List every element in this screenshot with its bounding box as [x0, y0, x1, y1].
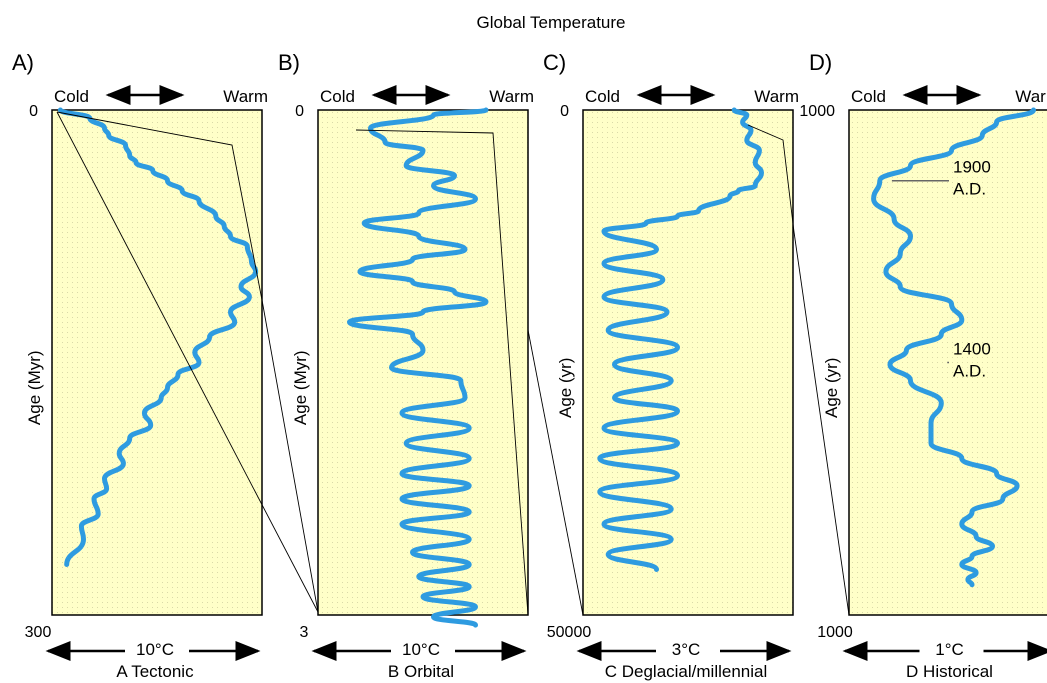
- warm-label: Warm: [754, 87, 799, 106]
- panel-letter: C): [543, 50, 566, 75]
- temperature-curve: [347, 107, 489, 628]
- cold-label: Cold: [320, 87, 355, 106]
- panel-2: C) Cold Warm 0 50000 Age (yr) 3°C C Deglacial/m…: [543, 50, 799, 681]
- panel-0: A) Cold Warm 0 300 Age (Myr) 10°C A Tectonic: [12, 50, 268, 681]
- zoom-connector: [793, 231, 850, 616]
- y-bottom-label: 1000: [817, 624, 853, 641]
- scale-label: 10°C: [402, 640, 440, 659]
- zoom-connector: [56, 111, 319, 613]
- y-bottom-label: 300: [25, 624, 52, 641]
- zoom-connector: [355, 129, 529, 616]
- temperature-curve: [57, 107, 259, 567]
- y-axis-label: Age (Myr): [25, 350, 44, 425]
- scale-label-bg: [391, 637, 455, 657]
- temperature-curve: [871, 107, 1036, 588]
- zoom-connector: [56, 111, 319, 613]
- y-bottom-label: 50000: [547, 624, 592, 641]
- cold-label: Cold: [851, 87, 886, 106]
- warm-label: Warm: [1015, 87, 1047, 106]
- y-axis-label: Age (yr): [822, 358, 841, 418]
- annotation-year: 1400: [953, 340, 991, 359]
- y-top-label: 0: [295, 103, 304, 120]
- scale-label-bg: [919, 637, 984, 657]
- zoom-connector: [747, 124, 795, 233]
- panel-caption: D Historical: [906, 662, 993, 681]
- scale-label: 1°C: [935, 640, 964, 659]
- warm-label: Warm: [489, 87, 534, 106]
- annotation-era: A.D.: [953, 362, 986, 381]
- scale-label: 3°C: [672, 640, 701, 659]
- panel-letter: D): [809, 50, 832, 75]
- y-axis-label: Age (Myr): [291, 350, 310, 425]
- scale-label-bg: [656, 637, 720, 657]
- zoom-connector: [527, 329, 584, 616]
- cold-label: Cold: [585, 87, 620, 106]
- annotation-era: A.D.: [953, 180, 986, 199]
- panel-letter: B): [278, 50, 300, 75]
- panel-caption: B Orbital: [388, 662, 454, 681]
- y-axis-label: Age (yr): [556, 358, 575, 418]
- panel-letter: A): [12, 50, 34, 75]
- scale-label: 10°C: [136, 640, 174, 659]
- temperature-curve: [597, 107, 764, 572]
- cold-label: Cold: [54, 87, 89, 106]
- panel-1: B) Cold Warm 0 3 Age (Myr) 10°C B Orbital: [278, 50, 534, 681]
- scale-label-bg: [125, 637, 189, 657]
- y-top-label: 1000: [799, 103, 835, 120]
- annotation-year: 1900: [953, 158, 991, 177]
- y-top-label: 0: [560, 103, 569, 120]
- y-bottom-label: 3: [300, 624, 309, 641]
- y-top-label: 0: [29, 103, 38, 120]
- panel-caption: A Tectonic: [116, 662, 194, 681]
- panel-frame: [51, 109, 263, 616]
- connectors: [56, 111, 850, 616]
- panel-caption: C Deglacial/millennial: [605, 662, 768, 681]
- panel-3: D) Cold Warm 1000 1000 Age (yr) 1°C D Historica…: [799, 50, 1047, 681]
- warm-label: Warm: [223, 87, 268, 106]
- chart-title: Global Temperature: [477, 13, 626, 32]
